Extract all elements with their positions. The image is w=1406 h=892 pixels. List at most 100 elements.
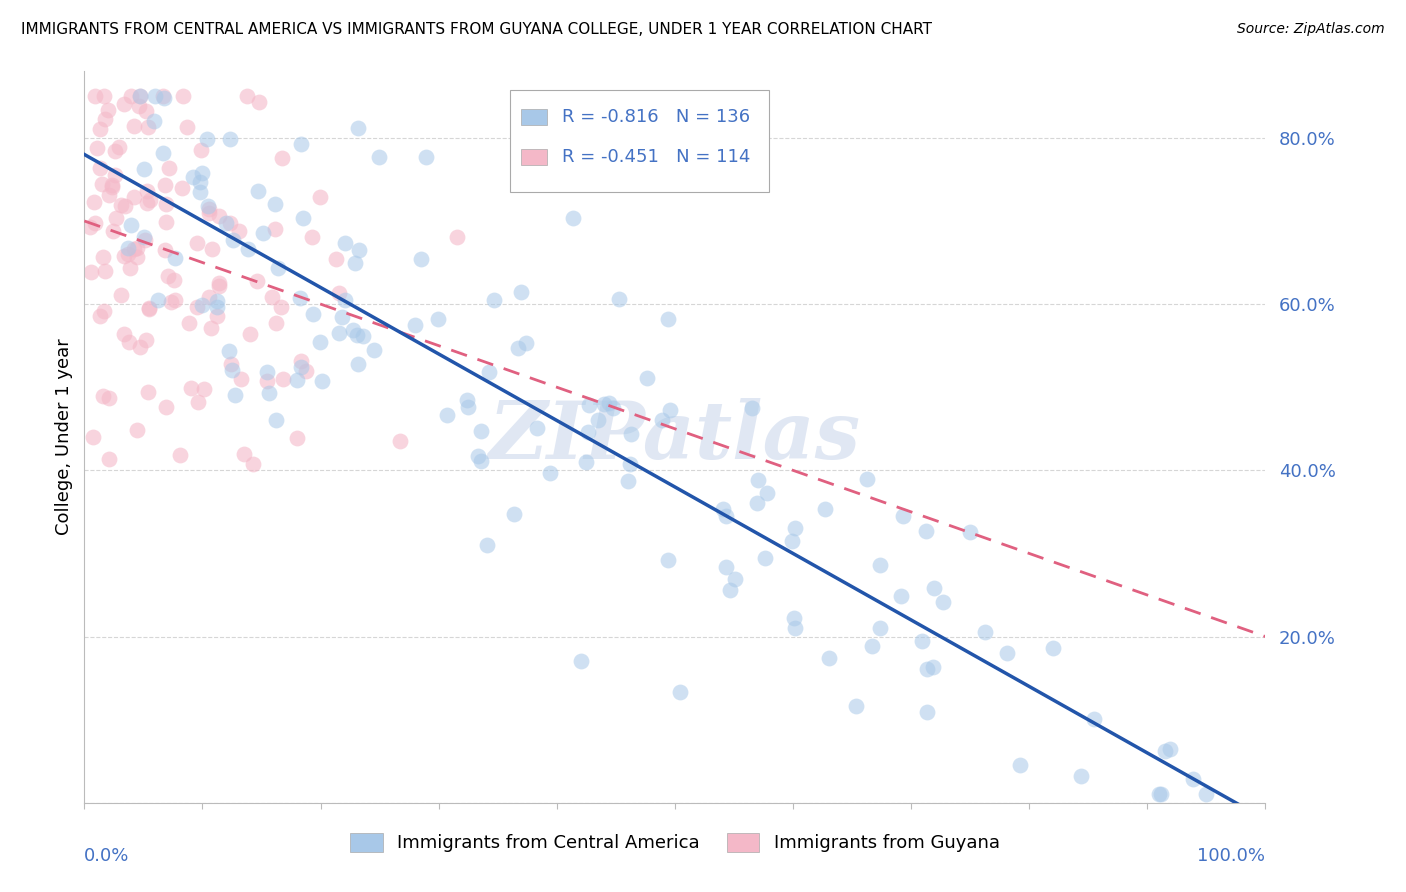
Point <box>1150 788 1173 802</box>
Point <box>780 533 803 548</box>
Point <box>503 507 526 521</box>
Point <box>235 89 257 103</box>
Point <box>177 316 200 330</box>
Point <box>200 320 222 334</box>
Point <box>84 89 107 103</box>
Point <box>236 243 259 257</box>
Point <box>470 454 492 468</box>
Point <box>127 250 149 264</box>
Point <box>156 268 179 283</box>
Point <box>569 655 592 669</box>
Point <box>89 122 111 136</box>
Point <box>101 178 124 192</box>
Point <box>242 457 264 471</box>
Point <box>578 398 600 412</box>
Point <box>128 99 150 113</box>
Text: Source: ZipAtlas.com: Source: ZipAtlas.com <box>1237 22 1385 37</box>
Point <box>153 244 176 258</box>
Point <box>598 396 620 410</box>
Point <box>264 316 287 330</box>
Point <box>333 293 356 308</box>
Point <box>290 354 312 368</box>
Point <box>190 143 212 157</box>
Point <box>186 300 208 314</box>
Point <box>108 140 131 154</box>
Point <box>869 558 891 572</box>
Y-axis label: College, Under 1 year: College, Under 1 year <box>55 339 73 535</box>
Point <box>813 501 835 516</box>
Point <box>301 229 323 244</box>
Point <box>100 179 122 194</box>
Point <box>657 311 679 326</box>
Point <box>478 365 501 379</box>
Point <box>264 413 287 427</box>
Point <box>152 146 174 161</box>
Point <box>343 256 366 270</box>
Point <box>110 198 132 212</box>
Point <box>157 161 180 175</box>
Point <box>197 199 219 213</box>
Point <box>155 400 177 414</box>
Point <box>477 538 499 552</box>
Point <box>138 301 160 315</box>
Point <box>139 193 162 207</box>
Point <box>94 263 117 277</box>
Point <box>714 509 737 524</box>
Point <box>103 224 125 238</box>
Point <box>163 251 186 265</box>
Point <box>669 684 692 698</box>
Point <box>747 474 769 488</box>
Point <box>197 202 219 216</box>
Point <box>562 211 585 225</box>
Point <box>246 274 269 288</box>
Point <box>198 290 221 304</box>
FancyBboxPatch shape <box>522 149 547 165</box>
Point <box>785 621 807 635</box>
Point <box>252 226 274 240</box>
Point <box>247 184 270 198</box>
Point <box>973 624 995 639</box>
Point <box>724 573 747 587</box>
Point <box>309 189 332 203</box>
Point <box>98 452 121 467</box>
Point <box>515 336 537 351</box>
Point <box>256 365 278 379</box>
Point <box>415 150 437 164</box>
Point <box>607 293 630 307</box>
Point <box>160 295 183 310</box>
Point <box>136 120 159 134</box>
Point <box>482 293 505 308</box>
Point <box>191 166 214 180</box>
Point <box>1010 757 1032 772</box>
Point <box>1083 712 1105 726</box>
Point <box>325 252 347 266</box>
Point <box>120 218 142 232</box>
Point <box>136 384 159 399</box>
Point <box>155 215 177 229</box>
Point <box>1159 741 1181 756</box>
Point <box>352 329 374 343</box>
Point <box>711 501 734 516</box>
Point <box>526 421 548 435</box>
Point <box>187 395 209 409</box>
Text: R = -0.451   N = 114: R = -0.451 N = 114 <box>561 148 749 166</box>
Point <box>470 424 492 438</box>
Point <box>1153 744 1175 758</box>
Point <box>922 659 945 673</box>
Point <box>576 425 599 440</box>
Point <box>657 553 679 567</box>
Point <box>208 209 231 223</box>
Point <box>346 328 368 343</box>
Point <box>602 401 624 416</box>
Point <box>176 120 198 134</box>
Point <box>363 343 385 357</box>
Point <box>427 312 450 326</box>
Point <box>575 455 598 469</box>
Point <box>193 382 215 396</box>
Point <box>205 294 228 309</box>
Point <box>271 372 294 386</box>
Point <box>714 560 737 574</box>
Point <box>207 300 229 314</box>
Point <box>636 371 658 385</box>
Point <box>86 141 108 155</box>
